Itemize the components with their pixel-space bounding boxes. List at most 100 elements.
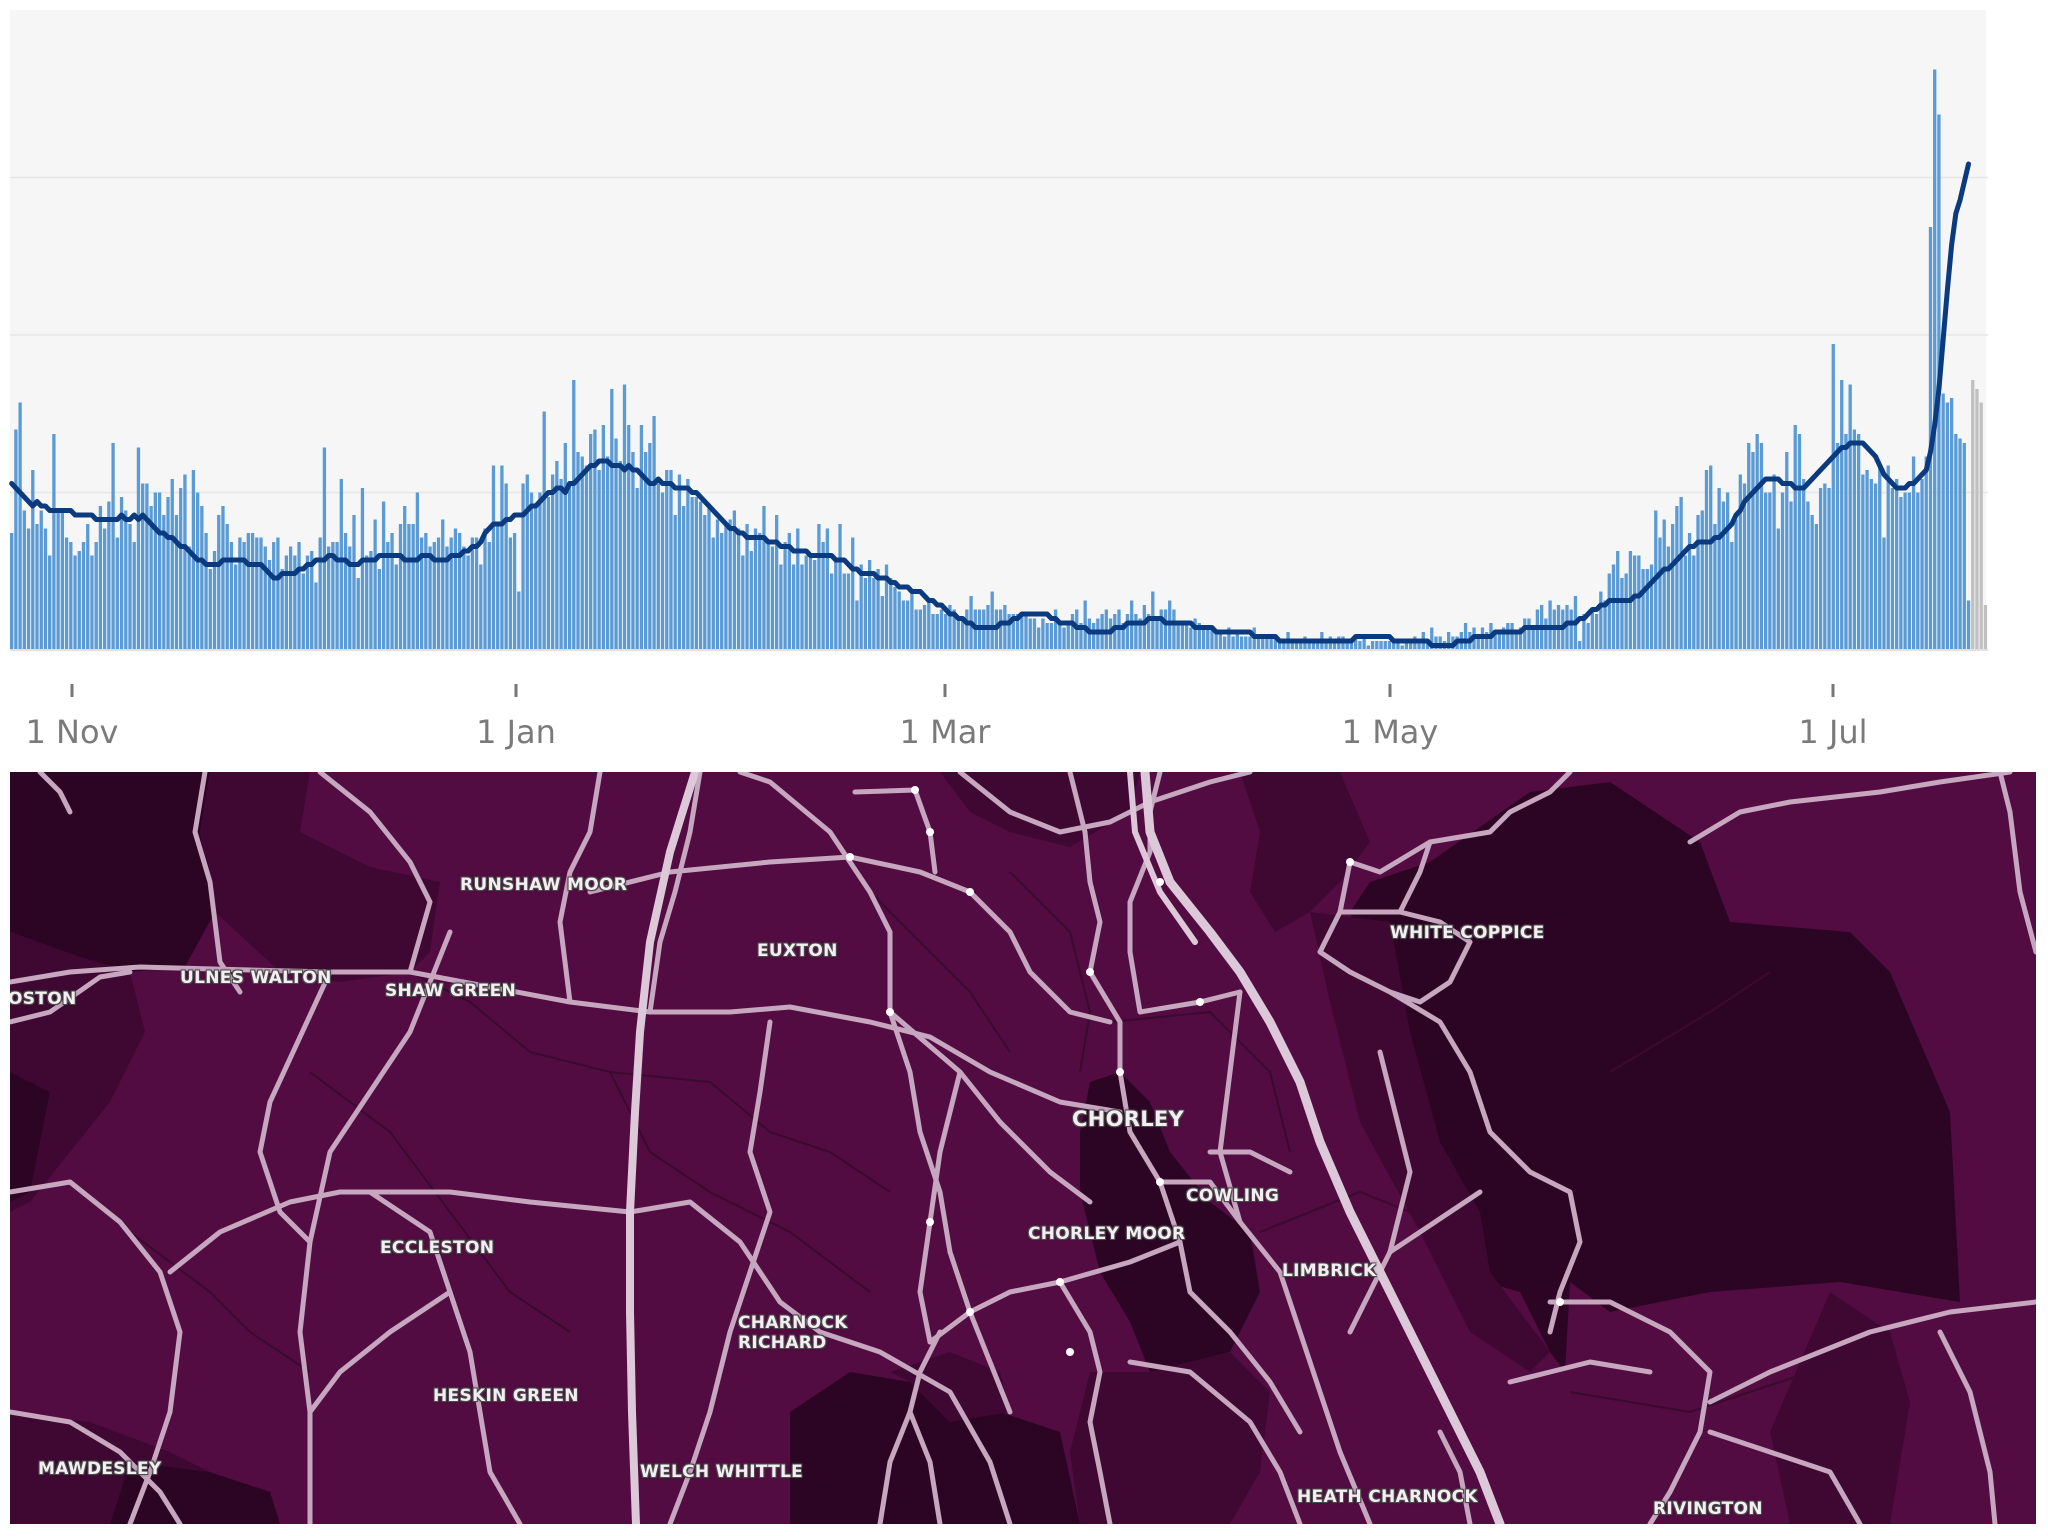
bar bbox=[1949, 398, 1954, 650]
bar bbox=[1776, 528, 1780, 650]
bar bbox=[305, 555, 310, 650]
bar bbox=[589, 434, 593, 650]
bar bbox=[195, 492, 200, 650]
bar bbox=[18, 402, 22, 650]
area-dark-centre bbox=[1080, 1072, 1260, 1372]
bar bbox=[796, 528, 800, 650]
area-shading bbox=[10, 772, 1960, 1524]
place-label-white-coppice: WHITE COPPICE bbox=[1390, 923, 1545, 943]
bar bbox=[1840, 380, 1844, 650]
road bbox=[1057, 1279, 1113, 1524]
bar bbox=[432, 542, 436, 650]
bar bbox=[1447, 632, 1451, 650]
bar bbox=[1396, 641, 1400, 650]
bar bbox=[889, 578, 893, 650]
bar bbox=[1273, 636, 1278, 650]
bar bbox=[1886, 465, 1890, 650]
road bbox=[1347, 1049, 1413, 1335]
bar bbox=[1354, 636, 1358, 650]
bar bbox=[1261, 636, 1265, 650]
area-dark-east bbox=[1350, 782, 1960, 1372]
bar bbox=[1645, 569, 1649, 650]
road bbox=[1507, 1359, 1653, 1385]
bar bbox=[1734, 519, 1738, 650]
bar bbox=[1738, 474, 1742, 650]
bar bbox=[1785, 452, 1789, 650]
bar bbox=[1802, 479, 1806, 650]
road bbox=[907, 1329, 943, 1524]
bar bbox=[365, 555, 369, 650]
bar bbox=[107, 501, 111, 650]
bar bbox=[1053, 609, 1058, 650]
bar bbox=[1299, 641, 1303, 650]
bar bbox=[234, 564, 238, 650]
bar bbox=[1210, 627, 1214, 650]
motorway bbox=[626, 772, 1505, 1524]
choropleth-map[interactable]: RUNSHAW MOOR EUXTON WHITE COPPICE ULNES … bbox=[10, 772, 2036, 1524]
place-label-welch-whittle: WELCH WHITTLE bbox=[640, 1462, 804, 1482]
gridlines bbox=[10, 176, 1988, 494]
bar bbox=[880, 596, 884, 650]
motorway-m6 bbox=[626, 772, 699, 1524]
bar bbox=[1620, 578, 1624, 650]
bar bbox=[656, 483, 660, 650]
bar bbox=[43, 528, 48, 650]
bar bbox=[1865, 470, 1869, 650]
motorway-m61-a bbox=[1140, 772, 1505, 1524]
bar bbox=[153, 492, 157, 650]
bar bbox=[652, 416, 656, 650]
bar bbox=[690, 497, 694, 650]
place-label-ulnes-walton: ULNES WALTON bbox=[180, 968, 332, 988]
bar bbox=[441, 519, 445, 650]
incomplete-bar bbox=[1983, 605, 1988, 650]
incomplete-bar bbox=[1971, 380, 1975, 650]
road bbox=[10, 964, 1123, 1115]
bar bbox=[648, 443, 652, 650]
bar bbox=[1315, 641, 1320, 650]
bar bbox=[183, 474, 187, 650]
area-dark-west-2 bbox=[10, 1072, 50, 1202]
bar bbox=[1079, 623, 1083, 650]
bar bbox=[212, 551, 217, 650]
bar bbox=[1146, 614, 1151, 650]
bar bbox=[1565, 605, 1569, 650]
bar bbox=[521, 483, 525, 650]
place-label-rivington: RIVINGTON bbox=[1653, 1499, 1763, 1519]
bar bbox=[1235, 632, 1239, 650]
bar bbox=[1658, 537, 1662, 650]
bar bbox=[1277, 641, 1282, 650]
bar bbox=[829, 573, 834, 650]
bar bbox=[1844, 434, 1848, 650]
place-label-charnock-richard: CHARNOCK RICHARD bbox=[738, 1313, 848, 1353]
bar bbox=[73, 555, 77, 650]
x-tick-label-4: 1 May bbox=[1342, 713, 1439, 751]
bar bbox=[1184, 623, 1189, 650]
bar bbox=[1578, 641, 1582, 650]
bar bbox=[356, 578, 360, 650]
bar bbox=[229, 542, 234, 650]
junction-marker bbox=[1116, 1068, 1124, 1076]
bar bbox=[512, 533, 517, 650]
bar bbox=[26, 528, 31, 650]
bar bbox=[1856, 434, 1861, 650]
road bbox=[587, 854, 1113, 1025]
bar bbox=[834, 560, 838, 650]
bar bbox=[343, 533, 348, 650]
junction-marker bbox=[1066, 1348, 1074, 1356]
bar bbox=[1138, 618, 1142, 650]
roads bbox=[10, 772, 2036, 1524]
bar bbox=[474, 537, 479, 650]
bar bbox=[1662, 519, 1666, 650]
bar bbox=[1045, 623, 1049, 650]
bar bbox=[610, 389, 614, 650]
bar bbox=[1835, 443, 1840, 650]
bar bbox=[1163, 609, 1168, 650]
area-dark-south bbox=[790, 1372, 1080, 1524]
average-line-group bbox=[9, 161, 1972, 648]
bar bbox=[1823, 483, 1827, 650]
bar bbox=[753, 528, 758, 650]
bar bbox=[1049, 623, 1054, 650]
bar bbox=[1366, 645, 1371, 650]
x-tick-label-1: 1 Nov bbox=[26, 713, 119, 751]
bar bbox=[1214, 632, 1218, 650]
